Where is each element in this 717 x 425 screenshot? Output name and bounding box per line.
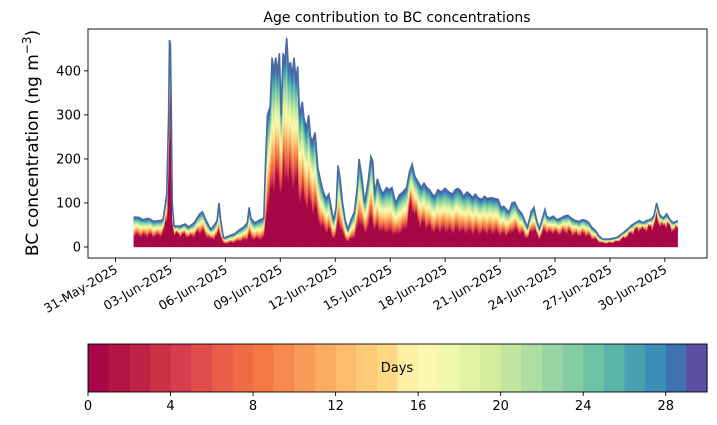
colorbar-segment — [232, 344, 254, 392]
colorbar-segment — [149, 344, 172, 392]
colorbar-segment — [500, 344, 522, 392]
colorbar-segment — [170, 344, 192, 392]
y-axis-label: BC concentration (ng m−3) — [20, 30, 43, 256]
colorbar-segment — [108, 344, 130, 392]
colorbar-segment — [418, 344, 440, 392]
colorbar-segment — [253, 344, 275, 392]
y-axis-label-close: ) — [23, 30, 43, 37]
y-axis: 0 100 200 300 400 — [56, 64, 88, 255]
colorbar-segment — [645, 344, 667, 392]
colorbar-segment — [191, 344, 213, 392]
colorbar-segment — [314, 344, 337, 392]
colorbar-segment — [583, 344, 605, 392]
plot-frame — [87, 28, 708, 259]
colorbar-segment — [129, 344, 151, 392]
colorbar-tick-label: 20 — [492, 399, 509, 414]
y-axis-label-exponent: −3 — [20, 36, 34, 54]
colorbar-tick-label: 24 — [575, 399, 592, 414]
colorbar-segment — [665, 344, 687, 392]
total-concentration-line — [133, 37, 679, 240]
colorbar-segment — [480, 344, 502, 392]
colorbar-tick-label: 8 — [249, 399, 257, 414]
colorbar-segment — [521, 344, 543, 392]
colorbar-tick-label: 4 — [166, 399, 174, 414]
y-axis-label-main: BC concentration (ng m — [23, 54, 43, 256]
colorbar-segment — [294, 344, 316, 392]
colorbar-segment — [397, 344, 419, 392]
y-tick-label: 0 — [73, 240, 81, 255]
y-tick-label: 100 — [56, 196, 81, 211]
colorbar-tick-label: 28 — [657, 399, 674, 414]
colorbar-segment — [356, 344, 378, 392]
y-tick-label: 300 — [56, 108, 81, 123]
colorbar-segment — [459, 344, 481, 392]
colorbar-tick-label: 16 — [410, 399, 427, 414]
colorbar-label: Days — [381, 361, 414, 376]
colorbar-segment — [686, 344, 708, 392]
colorbar-tick-label: 12 — [327, 399, 344, 414]
colorbar-segment — [624, 344, 646, 392]
colorbar: 0 4 8 12 16 20 24 28 — [84, 343, 708, 414]
colorbar-segment — [335, 344, 357, 392]
colorbar-segment — [541, 344, 564, 392]
colorbar-segment — [88, 344, 110, 392]
chart-title: Age contribution to BC concentrations — [263, 10, 530, 26]
y-tick-label: 400 — [56, 64, 81, 79]
colorbar-segment — [376, 344, 399, 392]
age-bands — [133, 41, 678, 248]
colorbar-frame — [87, 343, 708, 393]
x-axis: 31-May-202503-Jun-202506-Jun-202509-Jun-… — [41, 258, 669, 316]
colorbar-tick-label: 0 — [84, 399, 92, 414]
colorbar-segment — [273, 344, 295, 392]
y-tick-label: 200 — [56, 152, 81, 167]
colorbar-segment — [603, 344, 626, 392]
colorbar-segment — [438, 344, 460, 392]
colorbar-segment — [562, 344, 584, 392]
plot-area — [87, 28, 708, 259]
colorbar-segment — [211, 344, 234, 392]
